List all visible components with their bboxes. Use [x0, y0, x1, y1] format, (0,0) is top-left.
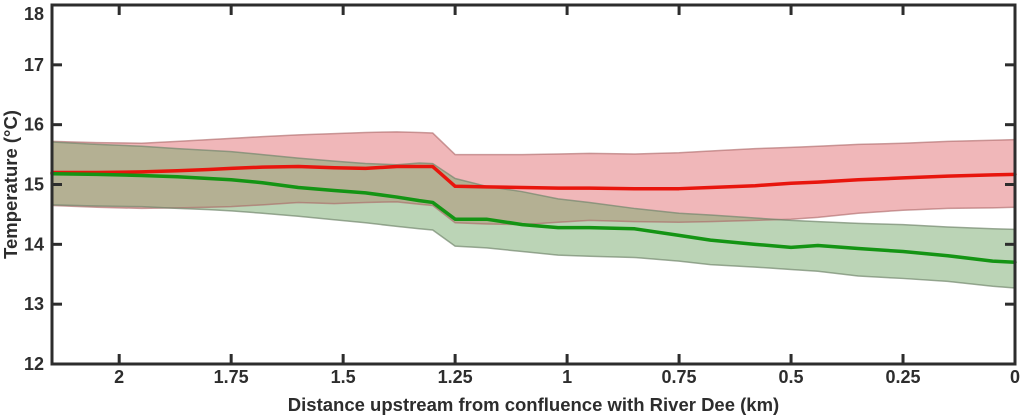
red-temperature-mean-band-lower-edge — [51, 201, 1016, 226]
y-tick-label: 12 — [24, 354, 44, 374]
x-tick-label: 0 — [1010, 367, 1020, 387]
x-tick-label: 0.75 — [662, 367, 697, 387]
x-axis-title: Distance upstream from confluence with R… — [288, 394, 779, 415]
y-tick-label: 17 — [24, 55, 44, 75]
x-tick-label: 0.25 — [885, 367, 920, 387]
y-tick-label: 13 — [24, 294, 44, 314]
x-tick-label: 0.5 — [779, 367, 804, 387]
x-tick-label: 1.25 — [438, 367, 473, 387]
x-tick-label: 2 — [114, 367, 124, 387]
green-temperature-mean-band-lower-edge — [51, 204, 1016, 289]
red-temperature-mean-line — [50, 164, 1017, 191]
red-temperature-mean-band-upper-edge — [51, 131, 1016, 156]
green-temperature-mean-confidence-band — [52, 142, 1015, 289]
y-tick-label: 15 — [24, 175, 44, 195]
y-tick-label: 16 — [24, 115, 44, 135]
y-axis-title: Temperature (°C) — [0, 110, 21, 259]
x-tick-label: 1.5 — [331, 367, 356, 387]
x-tick-label: 1 — [562, 367, 572, 387]
y-tick-label: 18 — [24, 4, 44, 24]
green-temperature-mean-line — [50, 171, 1017, 265]
y-tick-label: 14 — [24, 234, 44, 254]
x-tick-label: 1.75 — [214, 367, 249, 387]
